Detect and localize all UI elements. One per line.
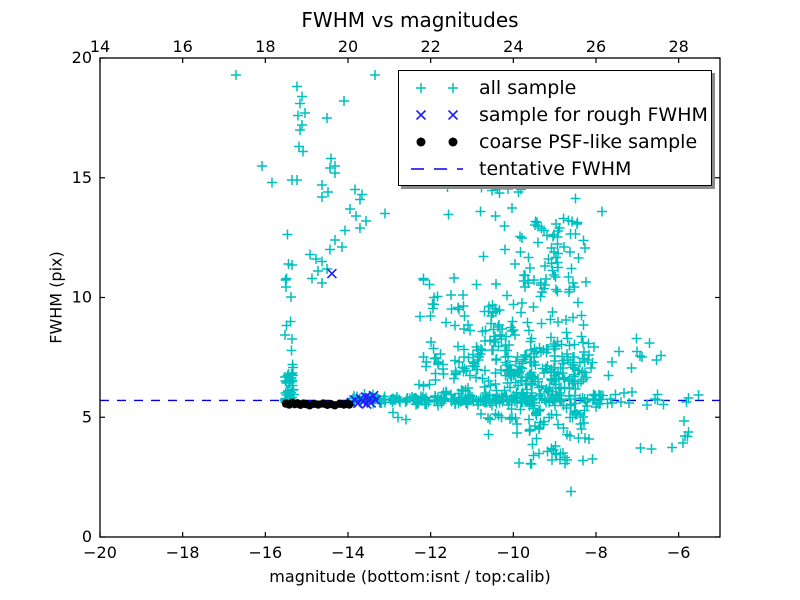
top-tick-label: 16	[172, 37, 192, 56]
legend-x-sample-icon	[415, 109, 459, 120]
top-tick-label: 26	[586, 37, 606, 56]
rough-fwhm-points	[326, 268, 381, 410]
x-tick-label: −10	[496, 543, 530, 562]
chart-title: FWHM vs magnitudes	[301, 8, 519, 32]
x-tick-label: −16	[248, 543, 282, 562]
y-tick-label: 5	[82, 407, 92, 426]
y-tick-label: 20	[72, 48, 92, 67]
top-tick-label: 20	[338, 37, 358, 56]
legend-item-label: sample for rough FWHM	[479, 103, 708, 126]
legend-dashed-line-sample-icon	[411, 167, 463, 170]
y-tick-label: 10	[72, 288, 92, 307]
x-axis-label: magnitude (bottom:isnt / top:calib)	[269, 567, 551, 586]
y-tick-label: 0	[82, 527, 92, 546]
legend: all sample sample for rough FWHM coarse PS…	[398, 70, 712, 186]
x-tick-label: −18	[166, 543, 200, 562]
top-tick-label: 22	[420, 37, 440, 56]
y-tick-label: 15	[72, 168, 92, 187]
legend-item: all sample	[399, 75, 711, 101]
x-tick-label: −6	[667, 543, 691, 562]
y-axis-label: FWHM (pix)	[46, 251, 66, 344]
legend-item-label: tentative FWHM	[479, 157, 632, 180]
top-tick-label: 14	[90, 37, 110, 56]
x-tick-label: −12	[414, 543, 448, 562]
legend-plus-sample-icon	[416, 82, 458, 93]
data-point	[345, 400, 354, 409]
top-tick-label: 28	[668, 37, 688, 56]
x-tick-label: −14	[331, 543, 365, 562]
legend-item: coarse PSF-like sample	[399, 129, 711, 155]
legend-dot-sample-icon	[416, 137, 458, 146]
psf-sample-points	[281, 398, 354, 410]
x-tick-label: −8	[584, 543, 608, 562]
legend-item: sample for rough FWHM	[399, 102, 711, 128]
legend-item-label: all sample	[479, 76, 577, 99]
legend-item-label: coarse PSF-like sample	[479, 130, 698, 153]
legend-item: tentative FWHM	[399, 156, 711, 182]
x-tick-label: −20	[83, 543, 117, 562]
top-tick-label: 24	[503, 37, 523, 56]
all-sample-points	[231, 70, 704, 497]
top-tick-label: 18	[255, 37, 275, 56]
